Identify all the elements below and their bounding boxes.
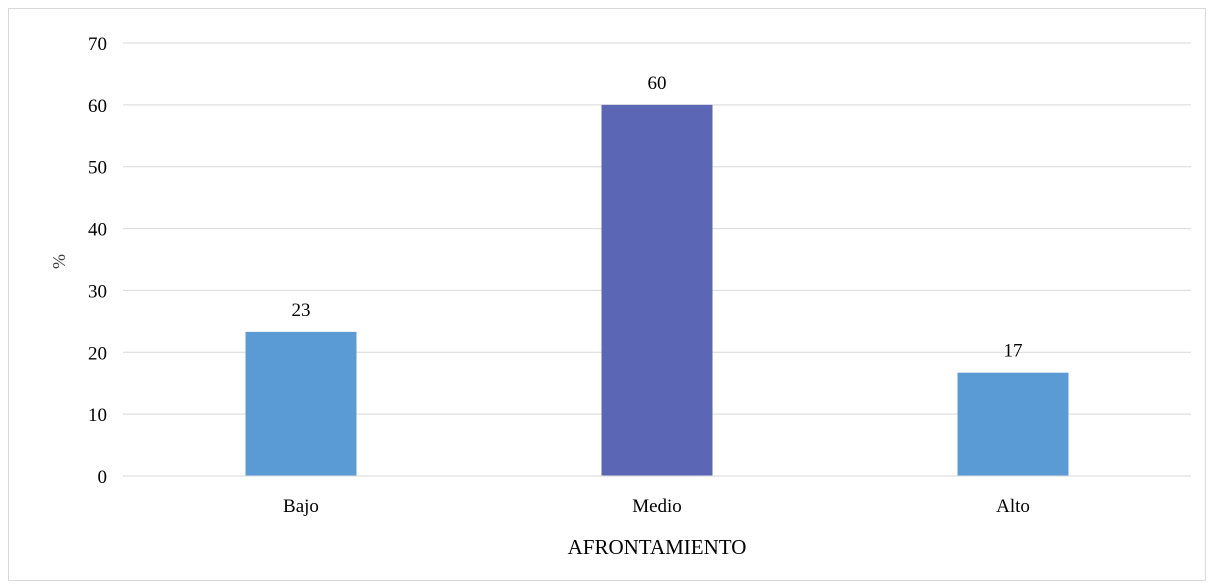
chart-container: 0 10 20 30 40 50 60 70 23 60 17 Bajo Medio Alto AFR… — [8, 8, 1206, 581]
y-tick-label: 70 — [88, 34, 107, 55]
bar-medio — [601, 104, 713, 476]
data-labels: 23 60 17 — [292, 73, 1023, 362]
y-tick-label: 20 — [88, 343, 107, 364]
x-tick-label: Medio — [632, 496, 682, 517]
y-tick-label: 10 — [88, 405, 107, 426]
bar-bajo — [245, 331, 357, 476]
x-tick-label: Bajo — [283, 496, 319, 517]
y-tick-label: 50 — [88, 158, 107, 179]
bar-alto — [957, 372, 1069, 476]
y-tick-label: 30 — [88, 281, 107, 302]
data-label: 17 — [1004, 341, 1023, 362]
y-tick-label: 60 — [88, 96, 107, 117]
x-axis-title: AFRONTAMIENTO — [568, 535, 747, 559]
y-axis-ticks: 0 10 20 30 40 50 60 70 — [88, 34, 107, 488]
y-tick-label: 40 — [88, 220, 107, 241]
data-label: 60 — [648, 73, 667, 94]
x-axis-ticks: Bajo Medio Alto — [283, 496, 1030, 517]
data-label: 23 — [292, 300, 311, 321]
bars — [245, 104, 1069, 476]
y-tick-label: 0 — [98, 467, 108, 488]
x-tick-label: Alto — [996, 496, 1030, 517]
y-axis-title: % — [49, 254, 69, 269]
bar-chart: 0 10 20 30 40 50 60 70 23 60 17 Bajo Medio Alto AFR… — [49, 34, 1191, 559]
